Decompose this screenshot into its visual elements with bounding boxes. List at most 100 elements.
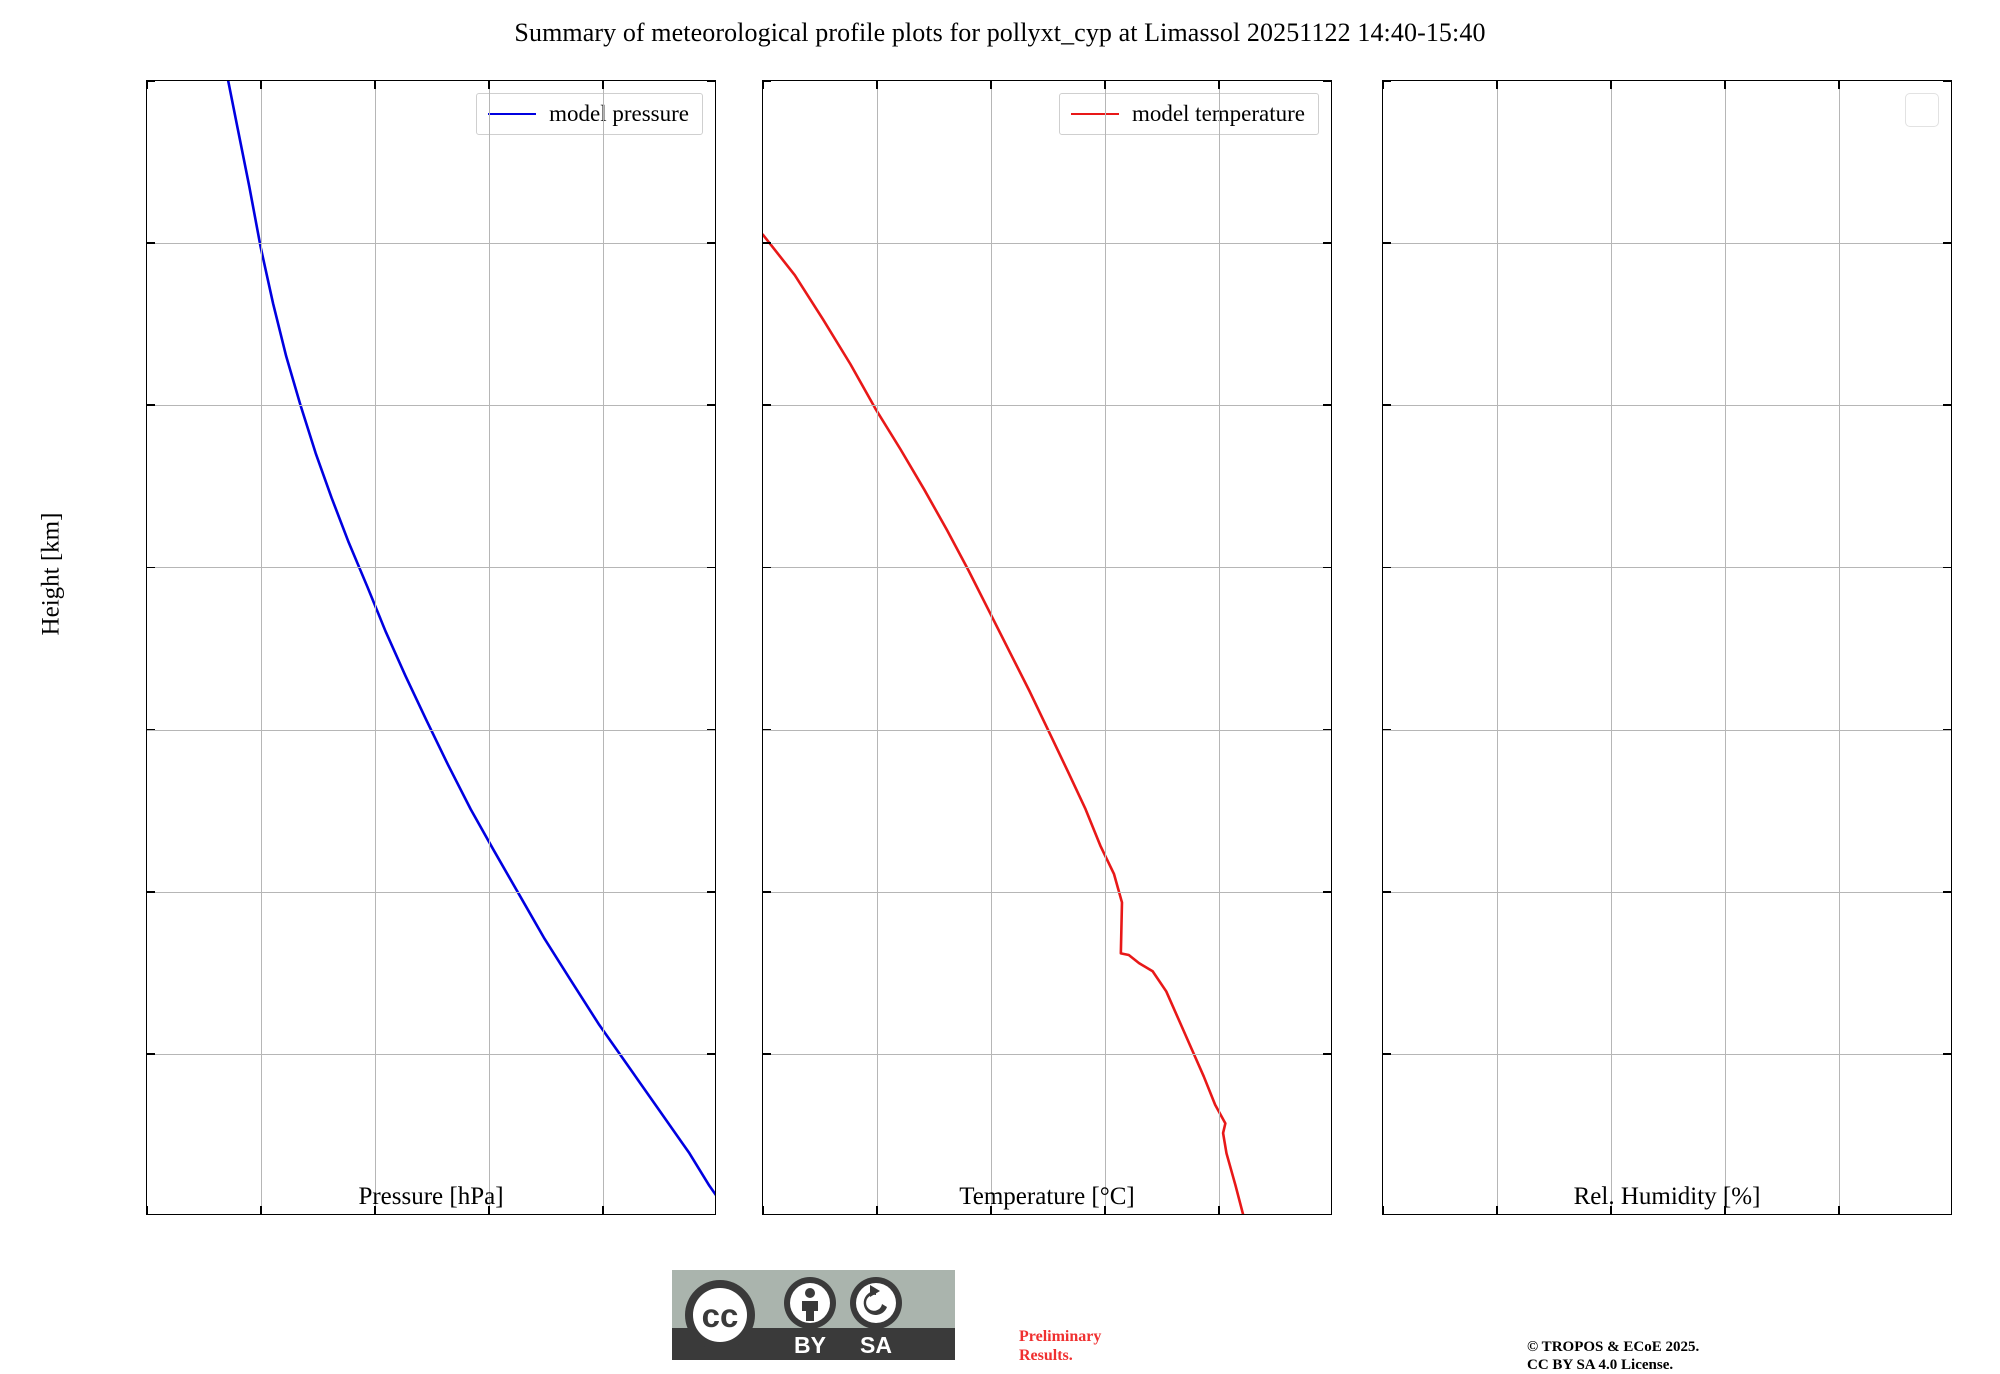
y-tick-mark [1383,890,1391,893]
x-tick-mark [990,1206,992,1214]
y-axis-label: Height [km] [37,512,65,636]
y-tick-mark [1943,404,1951,407]
x-tick-mark [1104,81,1106,89]
gridline-vertical [1725,81,1726,1214]
y-tick-mark [1943,728,1951,731]
gridline-horizontal [1383,1053,1951,1055]
x-tick-mark [374,81,376,89]
temperature-curve [763,81,1331,1214]
x-tick-mark [714,1206,715,1214]
legend-model-temperature[interactable]: model temperature [1058,93,1319,135]
y-tick-mark [763,81,771,82]
axes-pressure[interactable]: model pressure 0246810121402004006008001… [146,80,716,1215]
legend-swatch-pressure [488,112,537,116]
gridline-vertical [261,81,262,1214]
y-tick-mark [147,81,155,82]
y-tick-mark [1943,81,1951,82]
y-tick-mark [1383,81,1391,82]
x-tick-mark [1496,81,1498,89]
x-tick-mark [876,81,878,89]
gridline-horizontal [147,405,715,407]
x-tick-mark [1383,81,1384,89]
copyright-attribution: © TROPOS & ECoE 2025. CC BY SA 4.0 Licen… [1527,1339,1700,1373]
cc-by-sa-badge-icon: cc BY SA [672,1270,955,1360]
x-tick-mark [1383,1206,1384,1214]
x-tick-mark [763,81,764,89]
gridline-vertical [1611,81,1612,1214]
x-tick-mark [260,1206,262,1214]
gridline-horizontal [1383,891,1951,893]
gridline-horizontal [147,729,715,731]
gridline-vertical [1105,81,1106,1214]
x-tick-mark [1724,1206,1726,1214]
preliminary-results-note: Preliminary Results. [1019,1328,1102,1364]
gridline-vertical [877,81,878,1214]
x-tick-mark [260,81,262,89]
badge-label-by: BY [794,1332,826,1358]
x-tick-mark [1330,81,1331,89]
x-tick-mark [602,81,604,89]
x-axis-label-temperature: Temperature [°C] [959,1183,1135,1210]
x-tick-mark [1610,81,1612,89]
gridline-horizontal [1383,243,1951,245]
legend-swatch-temperature [1070,112,1119,116]
gridline-vertical [603,81,604,1214]
y-tick-mark [1323,566,1331,569]
gridline-horizontal [147,891,715,893]
y-tick-mark [707,890,715,893]
axes-temperature[interactable]: model temperature 02468101214−60−40−2002… [762,80,1332,1215]
x-tick-mark [1610,1206,1612,1214]
gridline-vertical [1219,81,1220,1214]
gridline-horizontal [1383,567,1951,569]
y-tick-mark [147,728,155,731]
x-tick-mark [763,1206,764,1214]
legend-label-temperature: model temperature [1131,101,1305,126]
gridline-horizontal [763,243,1331,245]
gridline-vertical [991,81,992,1214]
y-tick-mark [1383,728,1391,731]
y-tick-mark [1383,566,1391,569]
y-tick-mark [763,404,771,407]
x-tick-mark [147,81,148,89]
y-tick-mark [707,566,715,569]
gridline-vertical [489,81,490,1214]
panel-pressure: model pressure 0246810121402004006008001… [146,80,716,1215]
legend-model-pressure[interactable]: model pressure [476,93,703,135]
gridline-horizontal [763,1053,1331,1055]
x-tick-mark [1218,81,1220,89]
legend-empty-humidity[interactable] [1905,93,1939,127]
y-tick-mark [1323,1053,1331,1055]
pressure-curve [147,81,715,1214]
y-tick-mark [763,890,771,893]
gridline-horizontal [147,243,715,245]
legend-label-pressure: model pressure [549,101,689,126]
x-axis-label-pressure: Pressure [hPa] [358,1183,504,1210]
panel-temperature: model temperature 02468101214−60−40−2002… [762,80,1332,1215]
y-tick-mark [1323,728,1331,731]
y-tick-mark [147,404,155,407]
y-tick-mark [147,566,155,569]
axes-humidity[interactable]: 02468101214020406080100 [1382,80,1952,1215]
x-tick-mark [147,1206,148,1214]
gridline-horizontal [763,891,1331,893]
y-tick-mark [1323,404,1331,407]
y-tick-mark [707,1053,715,1055]
y-tick-mark [763,728,771,731]
gridline-horizontal [147,567,715,569]
x-tick-mark [1838,1206,1840,1214]
x-tick-mark [1496,1206,1498,1214]
y-tick-mark [1943,890,1951,893]
badge-label-sa: SA [860,1332,892,1358]
x-tick-mark [1950,81,1951,89]
x-tick-mark [602,1206,604,1214]
x-tick-mark [488,1206,490,1214]
gridline-vertical [1497,81,1498,1214]
y-tick-mark [147,242,155,244]
y-tick-mark [1943,566,1951,569]
gridline-vertical [1839,81,1840,1214]
x-tick-mark [1950,1206,1951,1214]
panel-humidity: 02468101214020406080100 [1382,80,1952,1215]
y-tick-mark [1383,1053,1391,1055]
y-tick-mark [1943,1053,1951,1055]
y-tick-mark [1323,81,1331,82]
